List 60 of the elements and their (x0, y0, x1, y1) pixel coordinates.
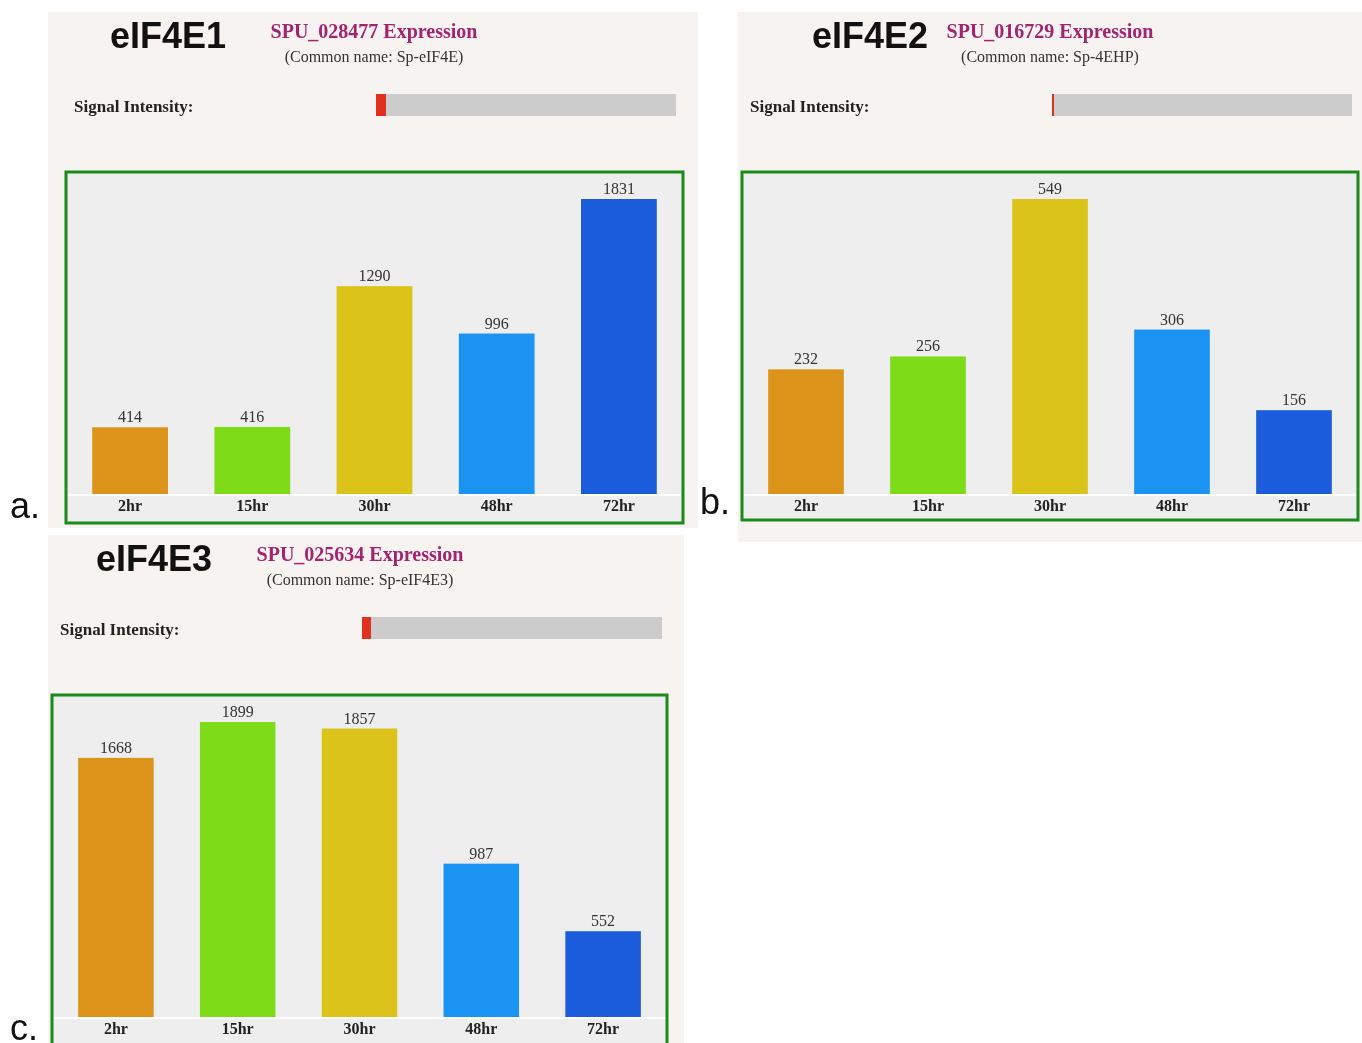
data-label: 232 (794, 350, 818, 368)
bar (1256, 410, 1332, 494)
bar (458, 333, 535, 494)
bar (321, 728, 398, 1017)
data-label: 1857 (343, 709, 376, 727)
text: a. (10, 485, 41, 526)
x-tick-label: 2hr (118, 497, 143, 515)
bar (214, 426, 291, 494)
data-label: 1831 (602, 180, 635, 197)
text: Signal Intensity: (74, 97, 194, 116)
x-tick-label: 72hr (1278, 497, 1310, 515)
x-tick-label: 48hr (480, 497, 513, 515)
data-label: 987 (469, 844, 494, 862)
chart-title: eIF4E3 (95, 538, 213, 579)
data-label: 414 (118, 408, 143, 426)
bar (565, 931, 641, 1017)
text: c. (10, 1007, 39, 1043)
data-label: 1899 (221, 703, 254, 720)
bar (768, 369, 844, 494)
x-tick-label: 15hr (221, 1020, 254, 1038)
x-tick-label: 48hr (465, 1020, 498, 1038)
x-tick-label: 30hr (343, 1020, 376, 1038)
text: Signal Intensity: (750, 97, 870, 116)
data-label: 306 (1160, 310, 1184, 328)
bar (1134, 329, 1210, 494)
text: b. (700, 481, 731, 522)
x-tick-label: 15hr (912, 497, 944, 515)
x-tick-label: 15hr (236, 497, 269, 515)
bar (336, 286, 413, 494)
chart-title: eIF4E2 (811, 15, 929, 56)
data-label: 156 (1282, 391, 1306, 409)
text: (Common name: Sp-eIF4E) (284, 48, 464, 66)
chart-subtitle: SPU_016729 Expression (946, 20, 1154, 43)
chart-title: eIF4E1 (109, 15, 227, 56)
data-label: 256 (916, 337, 940, 355)
text: Signal Intensity: (60, 620, 180, 639)
text: (Common name: Sp-eIF4E3) (266, 571, 454, 589)
x-tick-label: 72hr (587, 1020, 620, 1038)
data-label: 1668 (99, 738, 132, 756)
data-label: 416 (240, 407, 265, 425)
data-label: 549 (1038, 180, 1062, 197)
data-label: 1290 (358, 267, 391, 285)
bar (443, 863, 520, 1017)
x-tick-label: 30hr (1034, 497, 1066, 515)
x-tick-label: 2hr (794, 497, 818, 515)
x-tick-label: 30hr (358, 497, 391, 515)
x-tick-label: 72hr (602, 497, 635, 515)
text: (Common name: Sp-4EHP) (961, 48, 1139, 66)
bar (78, 757, 154, 1017)
chart-subtitle: SPU_025634 Expression (256, 543, 464, 566)
x-tick-label: 48hr (1156, 497, 1188, 515)
bar (890, 356, 966, 494)
data-label: 996 (484, 314, 509, 332)
bar (92, 427, 168, 494)
bar (1012, 199, 1088, 494)
data-label: 552 (591, 912, 616, 930)
chart-subtitle: SPU_028477 Expression (270, 20, 478, 43)
bar (199, 722, 276, 1017)
bar (581, 199, 657, 494)
x-tick-label: 2hr (103, 1020, 128, 1038)
